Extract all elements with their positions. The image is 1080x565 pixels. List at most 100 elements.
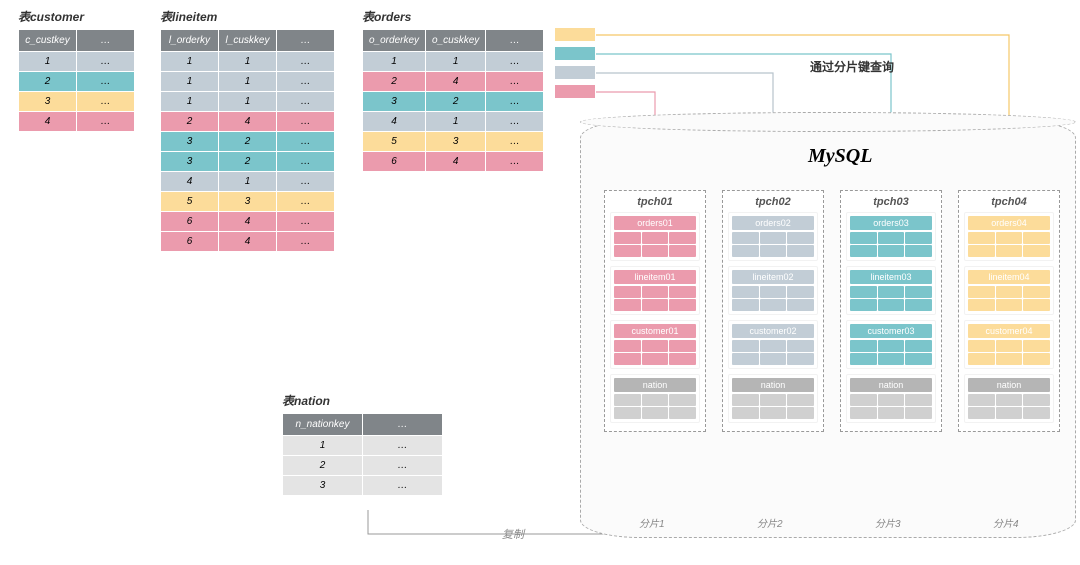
mini-cell xyxy=(996,245,1023,257)
mini-cell xyxy=(642,340,669,352)
mini-cell xyxy=(878,245,905,257)
mini-cell xyxy=(996,394,1023,406)
mini-table: lineitem03 xyxy=(846,266,936,315)
mini-label: orders03 xyxy=(850,216,932,230)
mini-cell xyxy=(787,407,814,419)
mini-cell xyxy=(787,340,814,352)
table-title: 表nation xyxy=(282,392,443,409)
table-cell: … xyxy=(486,132,544,152)
table-cell: 2 xyxy=(363,72,426,92)
table-cell: … xyxy=(277,52,335,72)
mini-cell xyxy=(732,232,759,244)
query-label: 通过分片键查询 xyxy=(810,58,894,75)
mini-cell xyxy=(642,394,669,406)
mini-table: orders02 xyxy=(728,212,818,261)
table-cell: … xyxy=(277,172,335,192)
shard-title: tpch03 xyxy=(846,196,936,208)
mini-cell xyxy=(642,353,669,365)
swatch-2 xyxy=(555,66,595,79)
mini-cell xyxy=(642,407,669,419)
table-cell: 4 xyxy=(363,112,426,132)
shard-title: tpch01 xyxy=(610,196,700,208)
table-cell: 4 xyxy=(426,72,486,92)
column-header: … xyxy=(77,30,135,52)
table-cell: 4 xyxy=(426,152,486,172)
mini-table: lineitem02 xyxy=(728,266,818,315)
mini-cell xyxy=(905,245,932,257)
mini-cell xyxy=(760,245,787,257)
mini-cell xyxy=(878,394,905,406)
mini-cell xyxy=(614,245,641,257)
column-header: l_cuskkey xyxy=(219,30,277,52)
mini-label: orders02 xyxy=(732,216,814,230)
table-cell: … xyxy=(77,112,135,132)
mini-cell xyxy=(732,394,759,406)
mini-label: lineitem04 xyxy=(968,270,1050,284)
table-cell: 3 xyxy=(283,476,363,496)
mini-cell xyxy=(850,407,877,419)
mini-cell xyxy=(732,407,759,419)
table-cell: 1 xyxy=(161,72,219,92)
mini-table: lineitem04 xyxy=(964,266,1054,315)
mini-table: orders03 xyxy=(846,212,936,261)
mini-table: customer02 xyxy=(728,320,818,369)
table-cell: … xyxy=(363,476,443,496)
mini-cell xyxy=(614,394,641,406)
mini-cell xyxy=(642,232,669,244)
table-lineitem: 表lineiteml_orderkyl_cuskkey…11…11…11…24…… xyxy=(160,8,335,252)
mini-cell xyxy=(905,299,932,311)
mini-cell xyxy=(760,340,787,352)
mini-cell xyxy=(642,286,669,298)
table-cell: … xyxy=(277,192,335,212)
table-cell: … xyxy=(77,72,135,92)
mini-table-nation: nation xyxy=(610,374,700,423)
table-cell: 5 xyxy=(161,192,219,212)
table-orders: 表orderso_orderkeyo_cuskkey…11…24…32…41…5… xyxy=(362,8,544,172)
mini-cell xyxy=(968,286,995,298)
shard-title: tpch02 xyxy=(728,196,818,208)
shard-tpch04: tpch04orders04lineitem04customer04nation xyxy=(958,190,1060,432)
mini-cell xyxy=(1023,407,1050,419)
mini-table: customer03 xyxy=(846,320,936,369)
table-cell: 4 xyxy=(219,232,277,252)
table-cell: 1 xyxy=(363,52,426,72)
mini-cell xyxy=(732,353,759,365)
table-cell: … xyxy=(363,456,443,476)
shard-footer-label: 分片2 xyxy=(757,515,783,530)
mini-cell xyxy=(905,394,932,406)
mini-cell xyxy=(905,407,932,419)
mini-cell xyxy=(669,340,696,352)
mini-cell xyxy=(732,286,759,298)
mini-table: customer01 xyxy=(610,320,700,369)
mini-cell xyxy=(850,232,877,244)
mini-cell xyxy=(996,232,1023,244)
table-cell: … xyxy=(277,212,335,232)
table-nation: 表nationn_nationkey…1…2…3… xyxy=(282,392,443,496)
table-title: 表lineitem xyxy=(160,8,335,25)
table-cell: 2 xyxy=(283,456,363,476)
mini-cell xyxy=(968,232,995,244)
mini-cell xyxy=(850,394,877,406)
mini-cell xyxy=(760,353,787,365)
table-cell: … xyxy=(277,132,335,152)
mini-cell xyxy=(787,299,814,311)
mini-cell xyxy=(760,286,787,298)
mini-label: nation xyxy=(732,378,814,392)
mini-cell xyxy=(996,286,1023,298)
mini-table: orders01 xyxy=(610,212,700,261)
mini-cell xyxy=(850,353,877,365)
table-cell: 2 xyxy=(19,72,77,92)
shard-title: tpch04 xyxy=(964,196,1054,208)
table-cell: … xyxy=(486,52,544,72)
mini-cell xyxy=(905,340,932,352)
table-cell: 4 xyxy=(19,112,77,132)
table-cell: 6 xyxy=(363,152,426,172)
mini-cell xyxy=(996,340,1023,352)
mini-cell xyxy=(968,353,995,365)
mini-label: lineitem02 xyxy=(732,270,814,284)
table-cell: 5 xyxy=(363,132,426,152)
mini-table: orders04 xyxy=(964,212,1054,261)
table-cell: … xyxy=(277,152,335,172)
table-cell: … xyxy=(277,112,335,132)
swatch-1 xyxy=(555,47,595,60)
